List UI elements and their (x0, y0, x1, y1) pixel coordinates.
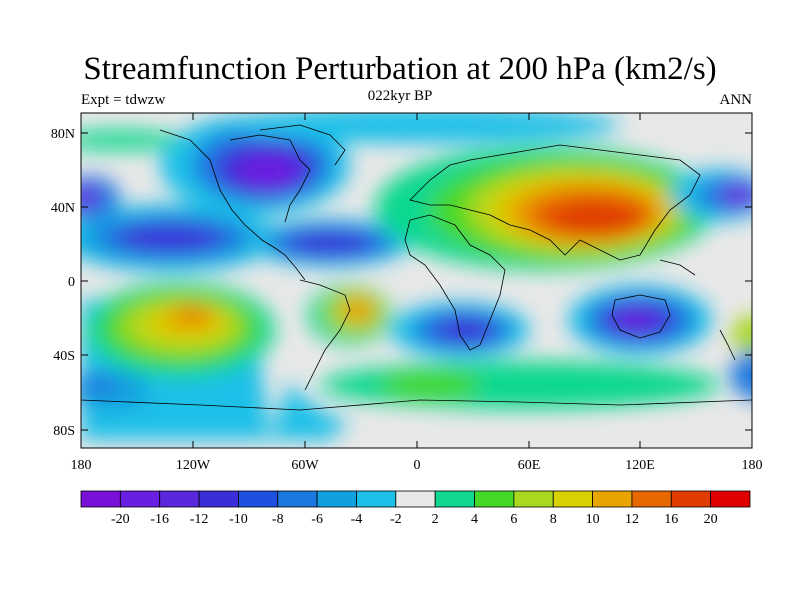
streamfunction-field (81, 113, 752, 448)
colorbar-swatch (474, 490, 515, 508)
colorbar-label: -2 (390, 512, 402, 527)
lon-tick-label: 60E (518, 458, 541, 473)
colorbar-swatch (592, 490, 633, 508)
colorbar-label: 6 (510, 512, 517, 527)
lat-tick-label: 80N (51, 127, 75, 142)
colorbar-label: 4 (471, 512, 478, 527)
colorbar-swatch (631, 490, 672, 508)
colorbar-swatch (198, 490, 239, 508)
colorbar-swatch (552, 490, 593, 508)
colorbar-label: 20 (704, 512, 718, 527)
lon-tick-label: 120E (625, 458, 655, 473)
colorbar-swatch (356, 490, 397, 508)
lon-tick-label: 0 (414, 458, 421, 473)
colorbar-label: -4 (351, 512, 363, 527)
lat-tick-label: 80S (53, 424, 75, 439)
lat-tick-label: 40N (51, 201, 75, 216)
experiment-label: Expt = tdwzw (81, 92, 166, 108)
lon-tick-label: 120W (176, 458, 211, 473)
coastlines (81, 124, 752, 411)
lat-tick-label: 0 (68, 275, 75, 290)
colorbar-swatch (395, 490, 436, 508)
colorbar-label: 10 (586, 512, 600, 527)
colorbar-label: -16 (150, 512, 169, 527)
colorbar-swatch (513, 490, 554, 508)
map-title: Streamfunction Perturbation at 200 hPa (… (83, 51, 717, 87)
colorbar-swatch (277, 490, 318, 508)
colorbar: -20 -16 -12 -10 -8 -6 -4 -2 2 4 6 8 10 12 16 20 (80, 490, 751, 527)
time-label: 022kyr BP (367, 88, 433, 104)
colorbar-label: -10 (229, 512, 248, 527)
colorbar-swatch (80, 490, 121, 508)
longitude-axis: 180 120W 60W 0 60E 120E 180 (71, 113, 763, 473)
colorbar-swatch (159, 490, 200, 508)
colorbar-label: -8 (272, 512, 284, 527)
lon-tick-label: 60W (291, 458, 319, 473)
lon-tick-label: 180 (71, 458, 92, 473)
colorbar-label: 12 (625, 512, 639, 527)
colorbar-swatch (316, 490, 357, 508)
colorbar-swatch (710, 490, 751, 508)
latitude-axis: 80N 40N 0 40S 80S (51, 127, 752, 439)
colorbar-label: 8 (550, 512, 557, 527)
colorbar-swatch (119, 490, 161, 508)
colorbar-swatch (670, 490, 712, 508)
lon-tick-label: 180 (742, 458, 763, 473)
colorbar-label: 16 (664, 512, 678, 527)
lat-tick-label: 40S (53, 349, 75, 364)
colorbar-label: -6 (311, 512, 323, 527)
colorbar-label: 2 (432, 512, 439, 527)
colorbar-label: -12 (190, 512, 209, 527)
colorbar-swatch (434, 490, 475, 508)
season-label: ANN (719, 92, 753, 108)
colorbar-swatch (238, 490, 279, 508)
colorbar-label: -20 (111, 512, 130, 527)
